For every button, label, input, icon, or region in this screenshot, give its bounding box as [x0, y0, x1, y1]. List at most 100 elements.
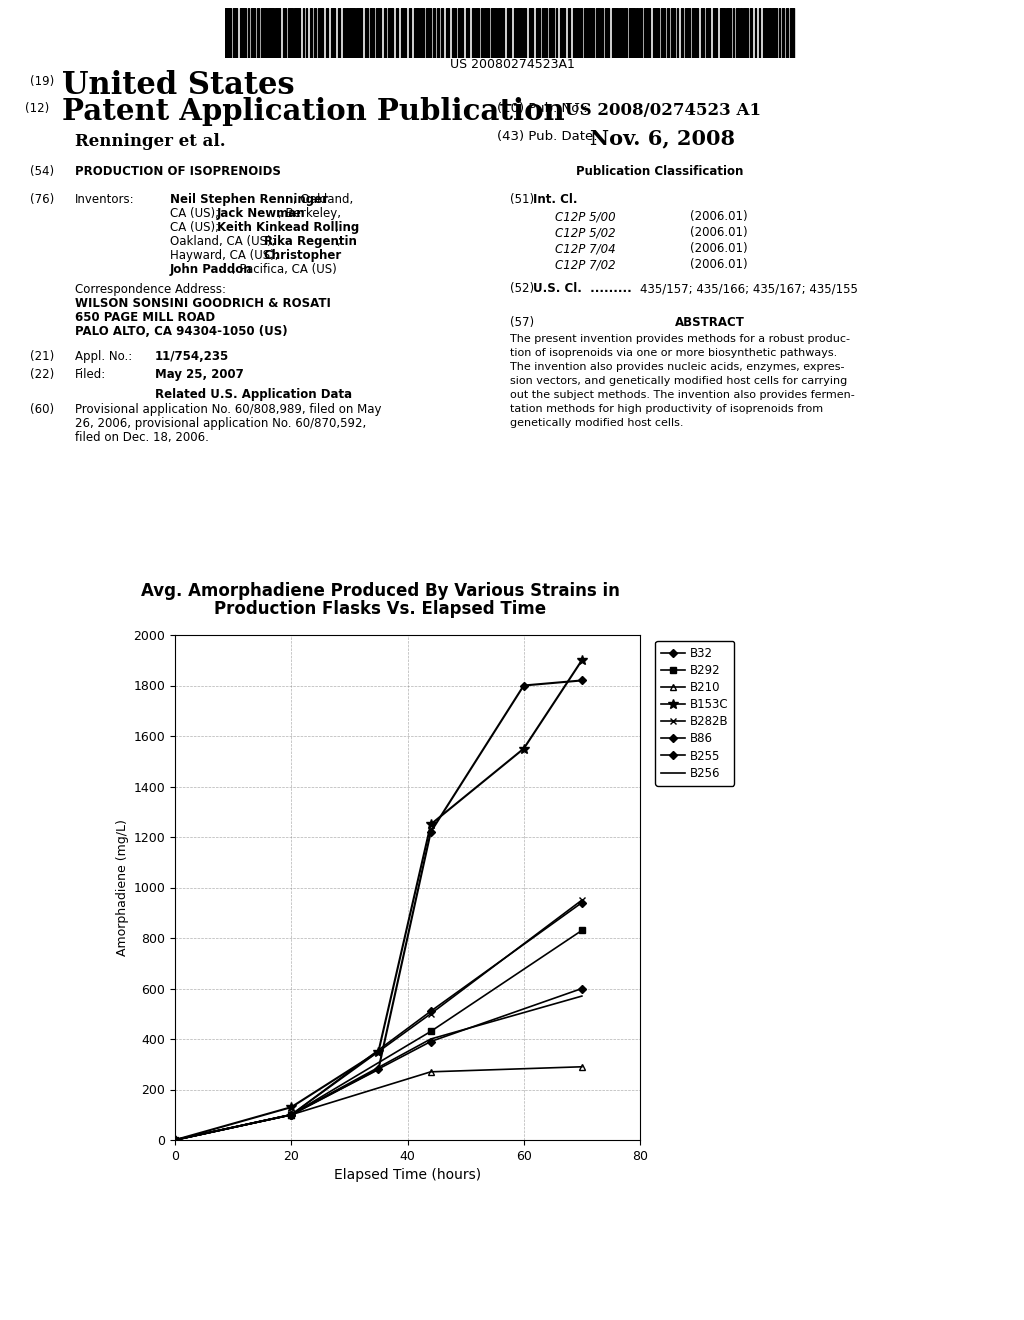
Legend: B32, B292, B210, B153C, B282B, B86, B255, B256: B32, B292, B210, B153C, B282B, B86, B255… [655, 642, 734, 785]
B282B [169, 1133, 181, 1148]
Text: 435/157; 435/166; 435/167; 435/155: 435/157; 435/166; 435/167; 435/155 [640, 282, 858, 294]
Bar [611, 8, 617, 58]
Bar [370, 8, 375, 58]
Text: Inventors:: Inventors: [75, 193, 134, 206]
Text: , Berkeley,: , Berkeley, [279, 207, 341, 220]
Bar [726, 8, 731, 58]
Text: , Oakland,: , Oakland, [293, 193, 353, 206]
Bar [317, 8, 324, 58]
Text: United States: United States [62, 70, 295, 102]
Bar [625, 8, 627, 58]
Text: (54): (54) [30, 165, 54, 178]
B255 [575, 672, 588, 688]
B255 [285, 1107, 297, 1123]
Bar [409, 8, 411, 58]
Bar [384, 8, 386, 58]
Bar [556, 8, 557, 58]
Bar [605, 8, 609, 58]
B255 [425, 824, 437, 840]
Text: tion of isoprenoids via one or more biosynthetic pathways.: tion of isoprenoids via one or more bios… [510, 348, 838, 358]
Bar [346, 8, 348, 58]
Text: May 25, 2007: May 25, 2007 [155, 368, 244, 381]
Bar [492, 8, 497, 58]
Bar [700, 8, 705, 58]
Bar [441, 8, 443, 58]
Bar [755, 8, 757, 58]
Bar [446, 8, 450, 58]
Bar [733, 8, 734, 58]
Bar [401, 8, 406, 58]
Bar [653, 8, 658, 58]
Text: (2006.01): (2006.01) [690, 257, 748, 271]
Bar [660, 8, 666, 58]
Bar [772, 8, 777, 58]
Bar [365, 8, 368, 58]
B32 [169, 1133, 181, 1148]
Text: Avg. Amorphadiene Produced By Various Strains in: Avg. Amorphadiene Produced By Various St… [140, 582, 620, 601]
B210 [169, 1133, 181, 1148]
Text: 26, 2006, provisional application No. 60/870,592,: 26, 2006, provisional application No. 60… [75, 417, 367, 430]
Bar [248, 8, 250, 58]
B153C [285, 1100, 297, 1115]
B32 [285, 1107, 297, 1123]
Text: ,: , [335, 220, 338, 234]
Text: (51): (51) [510, 193, 535, 206]
B153C [169, 1133, 181, 1148]
B153C [517, 741, 529, 756]
Bar [750, 8, 753, 58]
Bar [668, 8, 669, 58]
Bar [790, 8, 795, 58]
Text: US 2008/0274523 A1: US 2008/0274523 A1 [565, 102, 761, 119]
Text: tation methods for high productivity of isoprenoids from: tation methods for high productivity of … [510, 404, 823, 414]
Bar [671, 8, 676, 58]
Bar [338, 8, 340, 58]
Text: Patent Application Publication: Patent Application Publication [62, 96, 564, 125]
Text: Nov. 6, 2008: Nov. 6, 2008 [590, 128, 735, 148]
Bar [584, 8, 587, 58]
Bar [537, 8, 540, 58]
Text: Appl. No.:: Appl. No.: [75, 350, 132, 363]
Bar [620, 8, 623, 58]
Bar [644, 8, 650, 58]
Text: Related U.S. Application Data: Related U.S. Application Data [155, 388, 352, 401]
Text: (76): (76) [30, 193, 54, 206]
Text: WILSON SONSINI GOODRICH & ROSATI: WILSON SONSINI GOODRICH & ROSATI [75, 297, 331, 310]
Bar [481, 8, 483, 58]
Bar [396, 8, 398, 58]
Bar [692, 8, 697, 58]
Bar [685, 8, 690, 58]
Bar [268, 8, 274, 58]
Text: Rika Regentin: Rika Regentin [263, 235, 356, 248]
Bar [475, 8, 479, 58]
Text: 11/754,235: 11/754,235 [155, 350, 229, 363]
Text: Jack Newman: Jack Newman [217, 207, 305, 220]
Bar [785, 8, 787, 58]
Bar [677, 8, 678, 58]
Bar [343, 8, 344, 58]
Bar [559, 8, 565, 58]
Bar [781, 8, 783, 58]
B292 [285, 1107, 297, 1123]
Bar [289, 8, 293, 58]
Bar [420, 8, 424, 58]
Text: U.S. Cl.  .........: U.S. Cl. ......... [534, 282, 632, 294]
Text: (19): (19) [30, 75, 54, 88]
Bar [743, 8, 748, 58]
Text: (21): (21) [30, 350, 54, 363]
Text: Filed:: Filed: [75, 368, 106, 381]
Line: B255: B255 [172, 677, 585, 1143]
B153C [425, 817, 437, 833]
Bar [517, 8, 522, 58]
Bar [466, 8, 469, 58]
Text: Production Flasks Vs. Elapsed Time: Production Flasks Vs. Elapsed Time [214, 601, 546, 618]
Text: C12P 7/02: C12P 7/02 [555, 257, 615, 271]
Text: (60): (60) [30, 403, 54, 416]
Text: Provisional application No. 60/808,989, filed on May: Provisional application No. 60/808,989, … [75, 403, 382, 416]
B282B [425, 1006, 437, 1022]
Bar [507, 8, 511, 58]
Bar [261, 8, 267, 58]
Bar [528, 8, 534, 58]
Text: Correspondence Address:: Correspondence Address: [75, 282, 226, 296]
B210 [575, 1059, 588, 1074]
B153C [575, 652, 588, 668]
